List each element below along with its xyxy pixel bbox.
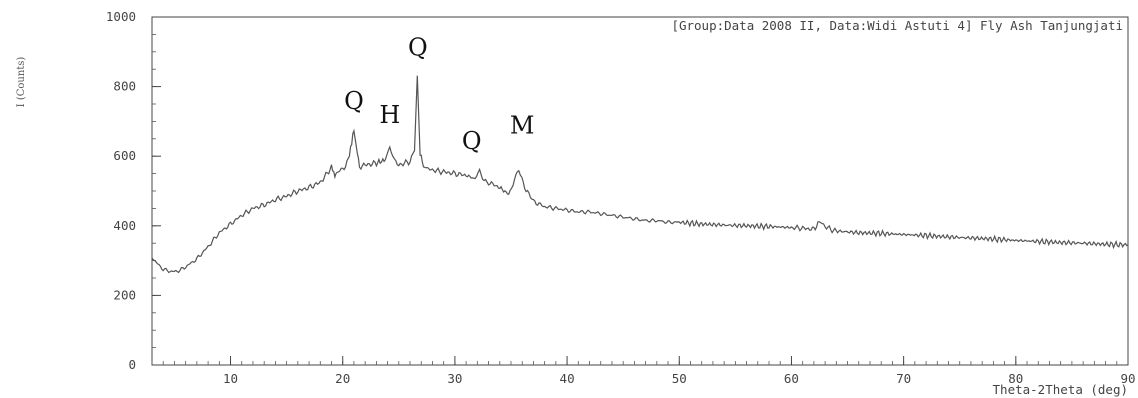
x-axis-label: Theta-2Theta (deg) — [993, 382, 1128, 397]
peak-label: H — [379, 101, 400, 129]
peak-label: Q — [408, 33, 428, 61]
major-ticks — [152, 16, 1129, 366]
y-tick-label: 1000 — [106, 9, 136, 24]
chart-header: [Group:Data 2008 II, Data:Widi Astuti 4]… — [671, 18, 1123, 33]
peak-label: Q — [344, 87, 364, 115]
x-tick-label: 70 — [896, 371, 911, 386]
x-tick-label: 60 — [784, 371, 799, 386]
y-tick-label: 400 — [113, 218, 136, 233]
x-tick-label: 10 — [223, 371, 238, 386]
peak-label: M — [510, 112, 535, 140]
x-tick-label: 20 — [335, 371, 350, 386]
series-line — [151, 75, 1129, 274]
x-tick-labels: 10 20 30 40 50 60 70 80 90 — [223, 371, 1136, 386]
x-tick-label: 50 — [672, 371, 687, 386]
y-tick-label: 800 — [113, 79, 136, 94]
y-tick-label: 200 — [113, 287, 136, 302]
x-tick-label: 30 — [447, 371, 462, 386]
x-tick-label: 90 — [1120, 371, 1135, 386]
y-tick-label: 600 — [113, 148, 136, 163]
x-tick-label: 80 — [1008, 371, 1023, 386]
y-tick-labels: 0 200 400 600 800 1000 — [106, 9, 136, 372]
peak-label: Q — [462, 127, 482, 155]
y-axis-label: I (Counts) — [16, 57, 27, 108]
y-tick-label: 0 — [128, 357, 136, 372]
x-tick-label: 40 — [560, 371, 575, 386]
